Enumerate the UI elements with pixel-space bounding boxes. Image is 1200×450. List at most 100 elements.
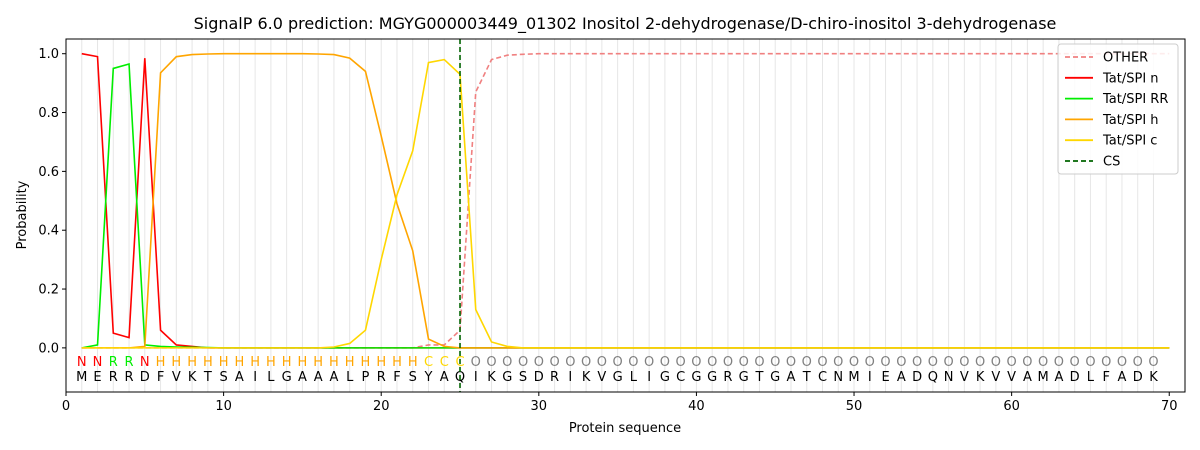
sequence-annotation: NMNERRRRNDHFHVHKHTHSHAHIHLHGHAHAHAHLHPHR…: [76, 355, 1158, 385]
position-label: O: [723, 355, 733, 370]
position-label: O: [754, 355, 764, 370]
amino-acid-letter: R: [377, 370, 386, 385]
position-label: H: [234, 355, 244, 370]
amino-acid-letter: A: [235, 370, 244, 385]
position-label: H: [313, 355, 323, 370]
amino-acid-letter: D: [140, 370, 150, 385]
x-tick-label: 30: [531, 399, 548, 414]
legend-label: Tat/SPI h: [1102, 113, 1159, 128]
amino-acid-letter: A: [787, 370, 796, 385]
position-label: O: [644, 355, 654, 370]
position-label: O: [1022, 355, 1032, 370]
position-label: H: [187, 355, 197, 370]
x-axis-label: Protein sequence: [569, 421, 681, 436]
amino-acid-letter: T: [203, 370, 212, 385]
y-axis-label: Probability: [15, 180, 30, 249]
amino-acid-letter: R: [109, 370, 118, 385]
amino-acid-letter: G: [282, 370, 292, 385]
amino-acid-letter: K: [487, 370, 496, 385]
position-label: H: [376, 355, 386, 370]
position-label: O: [1038, 355, 1048, 370]
amino-acid-letter: A: [298, 370, 307, 385]
amino-acid-letter: D: [534, 370, 544, 385]
position-label: O: [1101, 355, 1111, 370]
position-label: O: [676, 355, 686, 370]
position-label: O: [707, 355, 717, 370]
amino-acid-letter: F: [1102, 370, 1109, 385]
position-label: H: [282, 355, 292, 370]
position-label: O: [739, 355, 749, 370]
legend-label: OTHER: [1103, 51, 1148, 66]
legend-label: Tat/SPI RR: [1102, 92, 1168, 107]
series-line-other: [81, 52, 1170, 349]
position-label: O: [833, 355, 843, 370]
amino-acid-letter: D: [1070, 370, 1080, 385]
position-label: O: [502, 355, 512, 370]
y-tick-label: 0.0: [38, 341, 59, 356]
position-label: O: [1070, 355, 1080, 370]
x-tick-label: 50: [846, 399, 863, 414]
position-label: C: [440, 355, 449, 370]
amino-acid-letter: G: [502, 370, 512, 385]
position-label: O: [802, 355, 812, 370]
position-grid: [81, 39, 1154, 392]
position-label: O: [943, 355, 953, 370]
position-label: O: [959, 355, 969, 370]
legend: OTHER Tat/SPI n Tat/SPI RR Tat/SPI h Tat/SPI…: [1057, 43, 1179, 175]
legend-box: [1057, 43, 1179, 175]
amino-acid-letter: A: [314, 370, 323, 385]
position-label: H: [219, 355, 229, 370]
amino-acid-letter: A: [440, 370, 449, 385]
amino-acid-letter: K: [582, 370, 591, 385]
amino-acid-letter: G: [613, 370, 623, 385]
position-label: O: [628, 355, 638, 370]
amino-acid-letter: R: [550, 370, 559, 385]
amino-acid-letter: G: [739, 370, 749, 385]
position-label: H: [345, 355, 355, 370]
position-label: H: [250, 355, 260, 370]
position-label: O: [534, 355, 544, 370]
x-tick-label: 40: [688, 399, 705, 414]
x-tick-label: 60: [1003, 399, 1020, 414]
amino-acid-letter: M: [1038, 370, 1049, 385]
amino-acid-letter: P: [362, 370, 370, 385]
amino-acid-letter: V: [172, 370, 181, 385]
position-label: O: [691, 355, 701, 370]
position-label: O: [770, 355, 780, 370]
amino-acid-letter: K: [188, 370, 197, 385]
position-label: H: [171, 355, 181, 370]
position-label: N: [140, 355, 150, 370]
amino-acid-letter: M: [76, 370, 87, 385]
amino-acid-letter: G: [691, 370, 701, 385]
y-tick-label: 0.4: [38, 224, 59, 239]
position-label: H: [266, 355, 276, 370]
plot-frame: [65, 38, 1186, 393]
amino-acid-letter: L: [267, 370, 275, 385]
legend-label: Tat/SPI n: [1102, 71, 1159, 86]
position-label: O: [581, 355, 591, 370]
amino-acid-letter: I: [868, 370, 872, 385]
y-tick-label: 0.8: [38, 106, 59, 121]
amino-acid-letter: V: [960, 370, 969, 385]
position-label: H: [361, 355, 371, 370]
amino-acid-letter: V: [1007, 370, 1016, 385]
series-line-tat-spi-rr: [81, 62, 1170, 349]
position-label: O: [880, 355, 890, 370]
position-label: O: [518, 355, 528, 370]
position-label: O: [597, 355, 607, 370]
position-label: O: [849, 355, 859, 370]
amino-acid-letter: A: [1023, 370, 1032, 385]
x-tick-label: 70: [1161, 399, 1178, 414]
amino-acid-letter: N: [944, 370, 954, 385]
position-label: O: [660, 355, 670, 370]
position-label: O: [1054, 355, 1064, 370]
position-label: O: [613, 355, 623, 370]
position-label: O: [865, 355, 875, 370]
position-label: O: [486, 355, 496, 370]
amino-acid-letter: A: [897, 370, 906, 385]
position-label: H: [329, 355, 339, 370]
y-tick-label: 1.0: [38, 47, 59, 62]
position-label: R: [109, 355, 118, 370]
x-tick-label: 10: [215, 399, 232, 414]
